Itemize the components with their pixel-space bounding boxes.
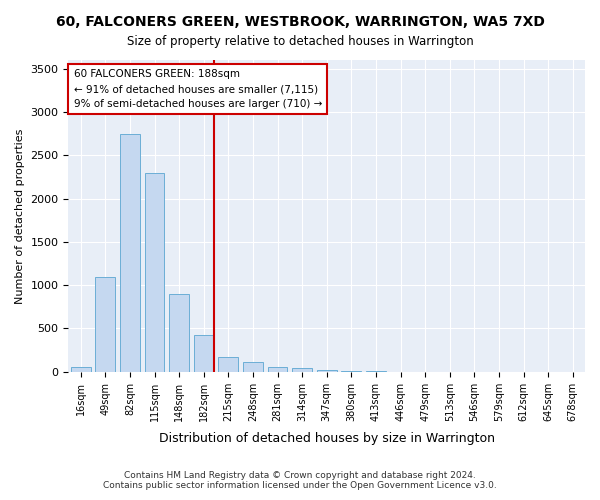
Text: Size of property relative to detached houses in Warrington: Size of property relative to detached ho… — [127, 35, 473, 48]
Bar — [268, 367, 287, 372]
X-axis label: Distribution of detached houses by size in Warrington: Distribution of detached houses by size … — [159, 432, 495, 445]
Text: 60, FALCONERS GREEN, WESTBROOK, WARRINGTON, WA5 7XD: 60, FALCONERS GREEN, WESTBROOK, WARRINGT… — [56, 15, 544, 29]
Bar — [194, 336, 214, 372]
Text: Contains HM Land Registry data © Crown copyright and database right 2024.
Contai: Contains HM Land Registry data © Crown c… — [103, 470, 497, 490]
Bar — [95, 276, 115, 372]
Text: 60 FALCONERS GREEN: 188sqm
← 91% of detached houses are smaller (7,115)
9% of se: 60 FALCONERS GREEN: 188sqm ← 91% of deta… — [74, 70, 322, 109]
Bar — [317, 370, 337, 372]
Bar — [292, 368, 312, 372]
Bar — [145, 172, 164, 372]
Y-axis label: Number of detached properties: Number of detached properties — [15, 128, 25, 304]
Bar — [71, 368, 91, 372]
Bar — [120, 134, 140, 372]
Bar — [243, 362, 263, 372]
Bar — [169, 294, 189, 372]
Bar — [218, 357, 238, 372]
